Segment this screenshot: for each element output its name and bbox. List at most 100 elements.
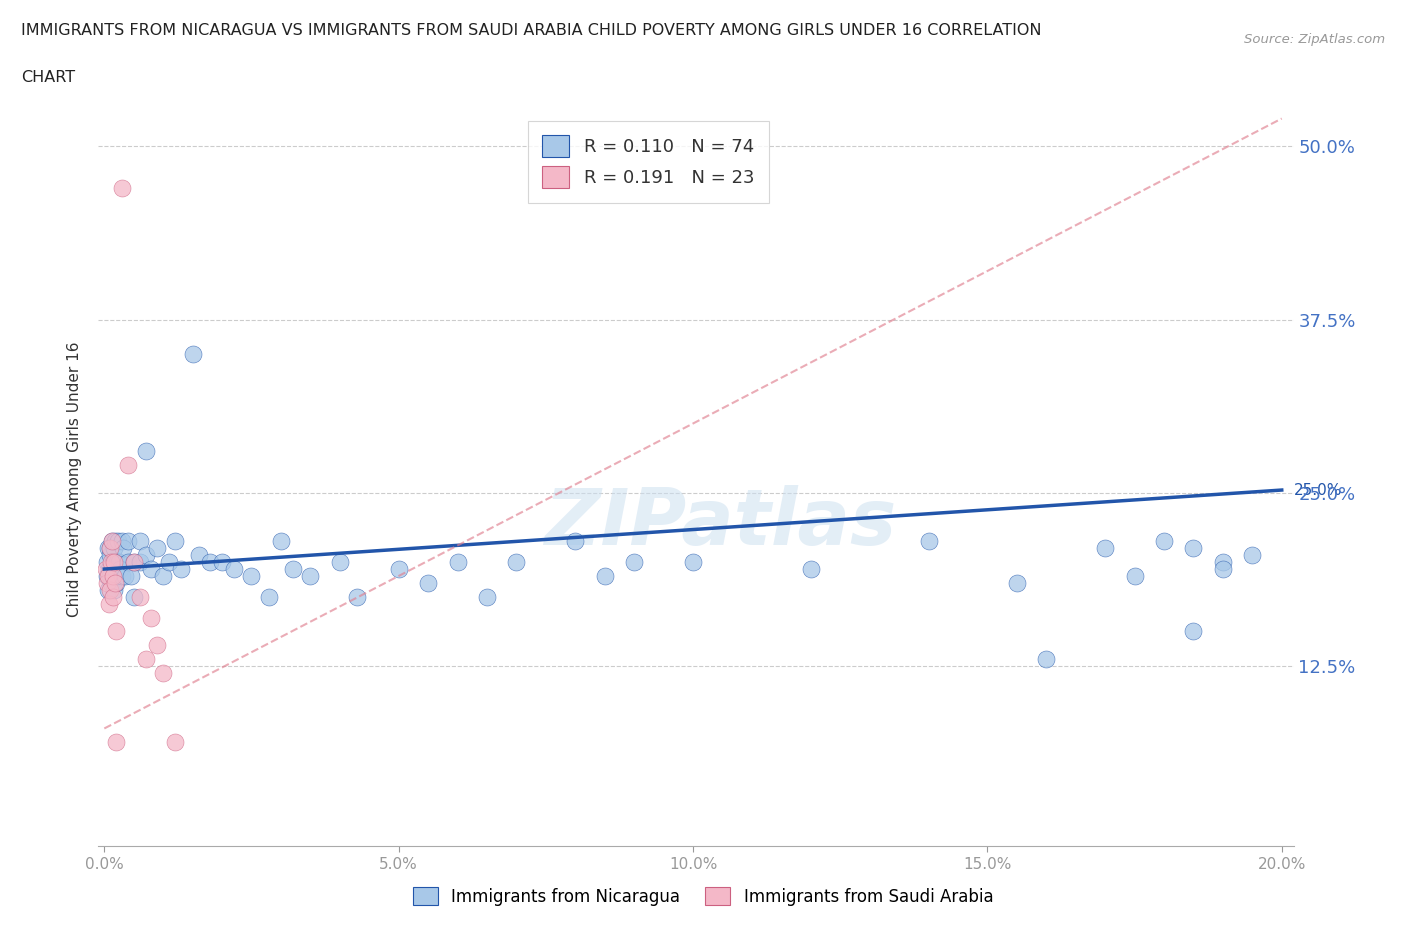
Point bbox=[187, 548, 209, 563]
Point bbox=[475, 590, 498, 604]
Point bbox=[96, 568, 118, 583]
Point bbox=[163, 735, 186, 750]
Point bbox=[1094, 541, 1116, 556]
Point bbox=[111, 534, 134, 549]
Point bbox=[281, 562, 304, 577]
Point bbox=[117, 458, 139, 472]
Point bbox=[346, 590, 368, 604]
Point bbox=[329, 554, 352, 569]
Point bbox=[917, 534, 939, 549]
Text: ZIPatlas: ZIPatlas bbox=[544, 485, 896, 561]
Point bbox=[1212, 562, 1234, 577]
Point bbox=[388, 562, 411, 577]
Point bbox=[103, 554, 125, 569]
Point bbox=[117, 554, 139, 569]
Point bbox=[1123, 568, 1146, 583]
Point bbox=[101, 568, 124, 583]
Point bbox=[96, 576, 118, 591]
Point bbox=[105, 735, 128, 750]
Point bbox=[105, 554, 128, 569]
Point bbox=[101, 534, 124, 549]
Point bbox=[134, 652, 156, 667]
Point bbox=[105, 568, 128, 583]
Point bbox=[122, 554, 145, 569]
Point bbox=[100, 576, 122, 591]
Point bbox=[97, 541, 120, 556]
Point bbox=[98, 582, 121, 597]
Point bbox=[104, 554, 127, 569]
Point bbox=[170, 562, 193, 577]
Point bbox=[120, 568, 142, 583]
Point bbox=[112, 541, 135, 556]
Point bbox=[98, 541, 121, 556]
Point bbox=[104, 534, 127, 549]
Point bbox=[1153, 534, 1175, 549]
Point bbox=[111, 180, 134, 195]
Point bbox=[1241, 548, 1264, 563]
Point bbox=[257, 590, 280, 604]
Point bbox=[211, 554, 233, 569]
Point bbox=[101, 590, 124, 604]
Point bbox=[98, 568, 121, 583]
Point bbox=[101, 568, 124, 583]
Point bbox=[152, 568, 174, 583]
Point bbox=[146, 541, 169, 556]
Text: Source: ZipAtlas.com: Source: ZipAtlas.com bbox=[1244, 33, 1385, 46]
Point bbox=[564, 534, 586, 549]
Text: IMMIGRANTS FROM NICARAGUA VS IMMIGRANTS FROM SAUDI ARABIA CHILD POVERTY AMONG GI: IMMIGRANTS FROM NICARAGUA VS IMMIGRANTS … bbox=[21, 23, 1042, 38]
Point bbox=[134, 444, 156, 458]
Point bbox=[98, 596, 121, 611]
Point bbox=[146, 638, 169, 653]
Point bbox=[800, 562, 823, 577]
Point bbox=[1182, 624, 1205, 639]
Point bbox=[128, 534, 150, 549]
Point bbox=[416, 576, 439, 591]
Point bbox=[122, 590, 145, 604]
Point bbox=[128, 590, 150, 604]
Point bbox=[200, 554, 222, 569]
Point bbox=[141, 562, 163, 577]
Point bbox=[98, 548, 121, 563]
Point bbox=[108, 562, 131, 577]
Point bbox=[100, 554, 122, 569]
Legend: Immigrants from Nicaragua, Immigrants from Saudi Arabia: Immigrants from Nicaragua, Immigrants fr… bbox=[406, 881, 1000, 912]
Point bbox=[299, 568, 322, 583]
Point bbox=[157, 554, 180, 569]
Point bbox=[1035, 652, 1057, 667]
Point bbox=[98, 562, 121, 577]
Point bbox=[101, 534, 124, 549]
Point bbox=[104, 576, 127, 591]
Point bbox=[97, 582, 120, 597]
Point bbox=[117, 534, 139, 549]
Point bbox=[222, 562, 245, 577]
Y-axis label: Child Poverty Among Girls Under 16: Child Poverty Among Girls Under 16 bbox=[67, 341, 83, 617]
Point bbox=[1212, 554, 1234, 569]
Point bbox=[240, 568, 263, 583]
Point bbox=[163, 534, 186, 549]
Point bbox=[105, 624, 128, 639]
Text: CHART: CHART bbox=[21, 70, 75, 85]
Point bbox=[134, 548, 156, 563]
Point bbox=[623, 554, 645, 569]
Point bbox=[108, 554, 131, 569]
Point bbox=[181, 347, 204, 362]
Point bbox=[114, 568, 136, 583]
Point bbox=[97, 568, 120, 583]
Point bbox=[593, 568, 616, 583]
Point bbox=[122, 554, 145, 569]
Point bbox=[107, 534, 129, 549]
Legend: R = 0.110   N = 74, R = 0.191   N = 23: R = 0.110 N = 74, R = 0.191 N = 23 bbox=[527, 121, 769, 203]
Point bbox=[105, 576, 128, 591]
Point bbox=[103, 541, 125, 556]
Point bbox=[96, 554, 118, 569]
Point bbox=[141, 610, 163, 625]
Point bbox=[270, 534, 292, 549]
Point bbox=[682, 554, 704, 569]
Point bbox=[103, 582, 125, 597]
Point bbox=[94, 562, 117, 577]
Point bbox=[101, 554, 124, 569]
Point bbox=[505, 554, 527, 569]
Point bbox=[128, 554, 150, 569]
Point bbox=[1182, 541, 1205, 556]
Point bbox=[98, 541, 121, 556]
